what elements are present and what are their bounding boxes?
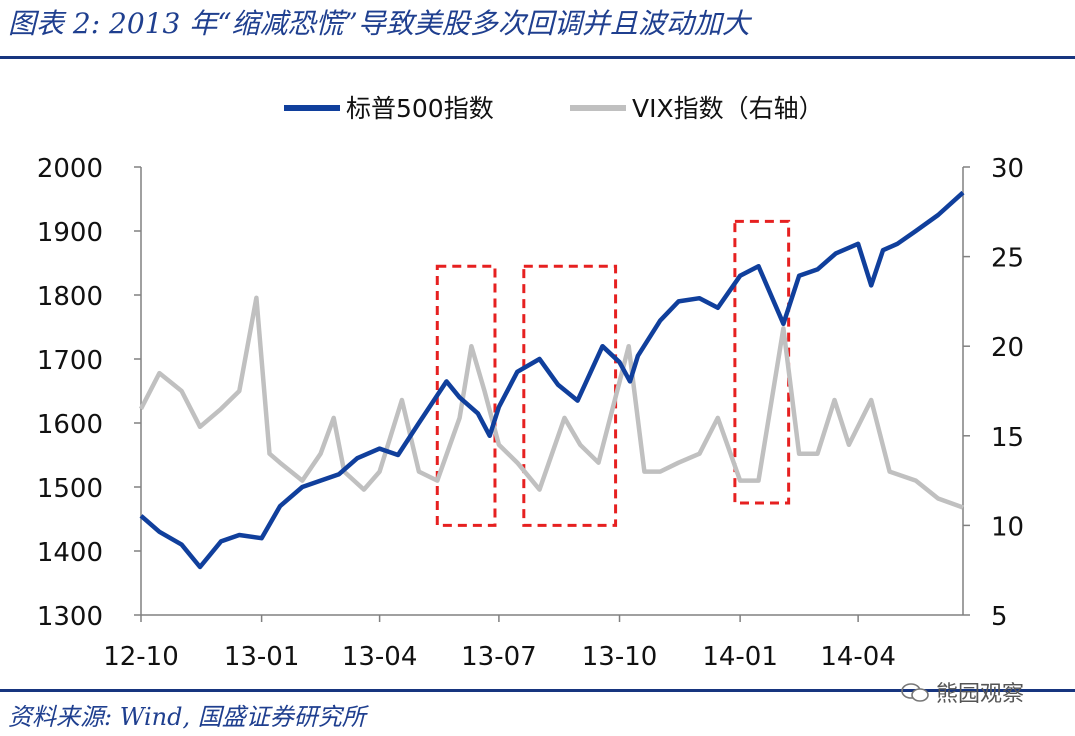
y-left-tick-label: 2000 [37, 154, 103, 184]
legend: 标普500指数 VIX指数（右轴） [284, 94, 824, 123]
x-tick-label: 13-10 [582, 642, 658, 672]
axes [134, 166, 970, 622]
y-left-tick-label: 1500 [37, 474, 103, 504]
y-left-tick-label: 1600 [37, 410, 103, 440]
y-right-tick-label: 10 [991, 512, 1024, 542]
y-right-tick-label: 20 [991, 333, 1024, 363]
highlight-boxes [435, 219, 791, 527]
tick-labels: 1300 1400 1500 1600 1700 1800 1900 2000 5 10 15 20 2… [37, 154, 1024, 672]
x-tick-label: 14-01 [702, 642, 778, 672]
title-rule [0, 56, 1075, 59]
y-right-tick-label: 5 [991, 602, 1008, 632]
y-right-tick-label: 15 [991, 423, 1024, 453]
x-tick-label: 13-04 [342, 642, 418, 672]
legend-label-sp500: 标普500指数 [346, 94, 494, 123]
watermark: 熊园观察 [900, 676, 1024, 708]
sp500-series-line [139, 190, 965, 570]
y-right-tick-label: 25 [991, 244, 1024, 274]
watermark-text: 熊园观察 [936, 682, 1025, 707]
y-left-tick-label: 1300 [37, 602, 103, 632]
series-lines [138, 190, 965, 570]
y-left-tick-label: 1900 [37, 218, 103, 248]
wechat-icon [901, 683, 929, 702]
highlight-box [435, 264, 497, 527]
y-left-tick-label: 1400 [37, 538, 103, 568]
x-tick-label: 12-10 [103, 642, 179, 672]
vix-series-line [138, 295, 964, 510]
legend-label-vix: VIX指数（右轴） [632, 94, 824, 123]
source-rule [0, 689, 1075, 692]
chart-title: 图表 2: 2013 年“缩减恐慌”导致美股多次回调并且波动加大 [8, 7, 750, 40]
highlight-box [733, 219, 791, 505]
x-tick-label: 13-01 [224, 642, 300, 672]
y-left-tick-label: 1700 [37, 346, 103, 376]
x-tick-label: 13-07 [461, 642, 537, 672]
x-tick-label: 14-04 [820, 642, 896, 672]
y-left-tick-label: 1800 [37, 282, 103, 312]
chart-canvas: 标普500指数 VIX指数（右轴） 1300 1400 1500 1600 1700 18… [37, 94, 1024, 672]
y-right-tick-label: 30 [991, 154, 1024, 184]
source-note: 资料来源: Wind, 国盛证券研究所 [8, 703, 366, 731]
highlight-box [522, 264, 618, 527]
